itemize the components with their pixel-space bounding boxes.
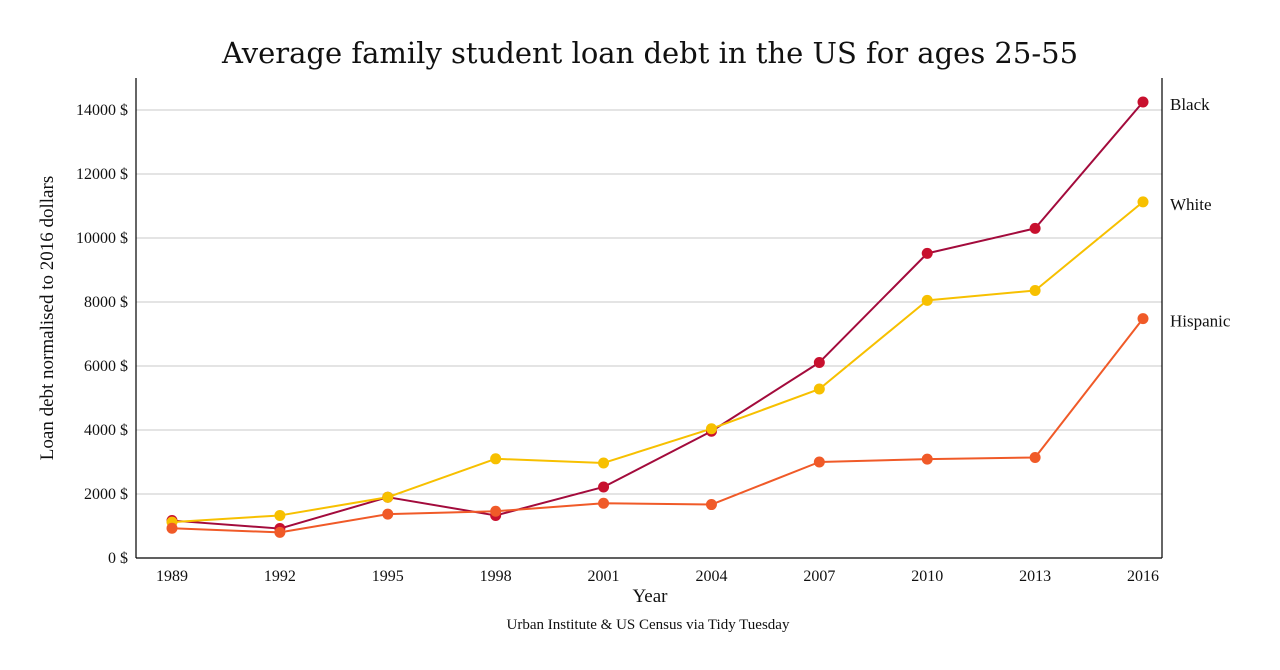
y-tick-label: 4000 $ bbox=[84, 422, 128, 439]
x-tick-label: 1995 bbox=[372, 568, 404, 585]
x-tick-label: 2004 bbox=[695, 568, 727, 585]
data-point-white bbox=[1029, 284, 1041, 296]
data-point-hispanic bbox=[1029, 452, 1041, 464]
data-point-white bbox=[598, 457, 610, 469]
x-tick-label: 2016 bbox=[1127, 568, 1159, 585]
y-tick-label: 10000 $ bbox=[76, 230, 128, 247]
data-point-hispanic bbox=[921, 453, 933, 465]
y-axis-label: Loan debt normalised to 2016 dollars bbox=[37, 176, 58, 460]
data-point-black bbox=[598, 481, 610, 493]
series-line-white bbox=[171, 201, 1144, 524]
data-point-hispanic bbox=[813, 456, 825, 468]
series-lines bbox=[166, 96, 1149, 538]
axes bbox=[135, 78, 1163, 559]
x-tick-label: 1992 bbox=[264, 568, 296, 585]
data-point-black bbox=[813, 356, 825, 368]
data-point-white bbox=[1137, 196, 1149, 208]
x-tick-label: 2007 bbox=[803, 568, 835, 585]
y-tick-label: 12000 $ bbox=[76, 166, 128, 183]
data-point-hispanic bbox=[705, 499, 717, 511]
series-label-white: White bbox=[1170, 195, 1212, 214]
data-point-hispanic bbox=[274, 526, 286, 538]
series-label-black: Black bbox=[1170, 95, 1210, 114]
data-point-white bbox=[490, 453, 502, 465]
x-tick-label: 2001 bbox=[588, 568, 620, 585]
x-tick-label: 1989 bbox=[156, 568, 188, 585]
series-line-black bbox=[171, 101, 1144, 530]
data-point-black bbox=[1029, 222, 1041, 234]
x-tick-label: 2010 bbox=[911, 568, 943, 585]
x-tick-label: 2013 bbox=[1019, 568, 1051, 585]
y-tick-label: 6000 $ bbox=[84, 358, 128, 375]
chart-title: Average family student loan debt in the … bbox=[221, 36, 1078, 70]
data-point-white bbox=[382, 491, 394, 503]
data-point-hispanic bbox=[1137, 313, 1149, 325]
data-point-hispanic bbox=[382, 508, 394, 520]
grid-lines bbox=[136, 109, 1162, 495]
data-point-hispanic bbox=[490, 505, 502, 517]
x-tick-label: 1998 bbox=[480, 568, 512, 585]
data-point-white bbox=[813, 383, 825, 395]
data-point-white bbox=[705, 423, 717, 435]
data-point-black bbox=[921, 247, 933, 259]
tick-labels: 0 $ 2000 $ 4000 $ 6000 $ 8000 $ 10000 $ 12000 … bbox=[76, 95, 1231, 585]
data-point-hispanic bbox=[598, 497, 610, 509]
data-point-white bbox=[274, 509, 286, 521]
y-tick-label: 2000 $ bbox=[84, 486, 128, 503]
data-point-black bbox=[1137, 96, 1149, 108]
data-point-white bbox=[921, 294, 933, 306]
series-label-hispanic: Hispanic bbox=[1170, 312, 1231, 331]
y-tick-label: 14000 $ bbox=[76, 102, 128, 119]
y-tick-label: 8000 $ bbox=[84, 294, 128, 311]
chart-caption: Urban Institute & US Census via Tidy Tue… bbox=[507, 617, 790, 633]
data-point-hispanic bbox=[166, 522, 178, 534]
x-axis-label: Year bbox=[632, 586, 668, 607]
series-line-hispanic bbox=[171, 318, 1144, 534]
y-tick-label: 0 $ bbox=[108, 550, 128, 567]
